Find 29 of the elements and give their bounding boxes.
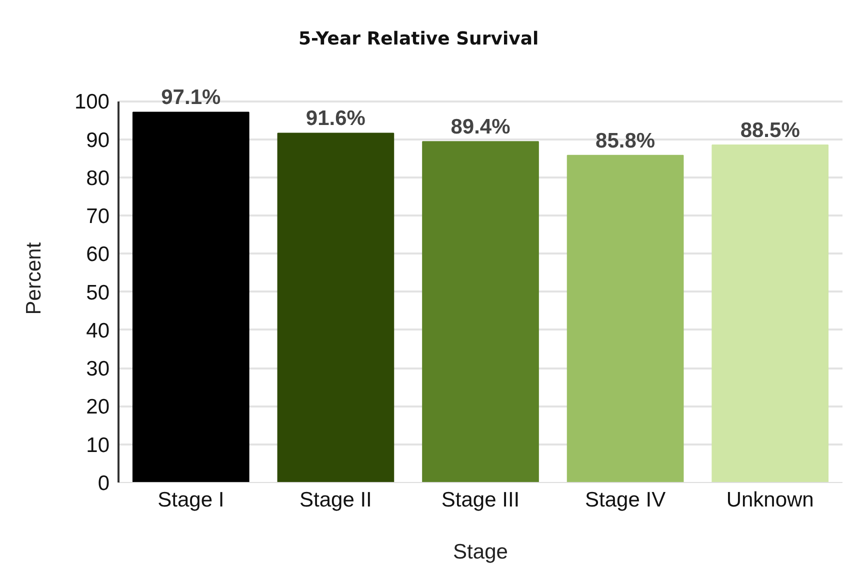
y-tick-label: 50 [86,281,110,304]
x-tick-label: Stage IV [585,488,666,512]
bar [566,154,684,482]
y-tick-label: 60 [86,243,110,266]
data-label: 97.1% [161,86,221,110]
data-label: 88.5% [740,119,800,142]
bar [277,132,394,482]
x-axis-title: Stage [453,540,508,564]
x-tick-label: Stage II [300,488,372,512]
y-tick-label: 0 [98,472,110,495]
x-tick-label: Stage III [441,488,520,512]
y-tick-label: 100 [74,90,110,114]
bar [712,144,829,482]
y-tick-label: 80 [86,166,110,190]
bar [132,112,250,482]
y-tick-label: 10 [86,434,110,457]
y-axis-title: Percent [22,242,46,315]
bar [422,141,539,482]
y-tick-label: 20 [86,396,110,419]
y-tick-label: 90 [86,128,110,152]
y-tick-label: 30 [86,358,110,381]
data-label: 89.4% [450,116,511,139]
y-tick-label: 70 [86,205,110,228]
data-label: 91.6% [306,107,366,130]
x-tick-label: Stage I [158,488,224,512]
data-label: 85.8% [596,129,656,152]
x-tick-label: Unknown [726,488,814,512]
y-tick-label: 40 [86,319,110,342]
chart-title: 5-Year Relative Survival [298,28,539,50]
